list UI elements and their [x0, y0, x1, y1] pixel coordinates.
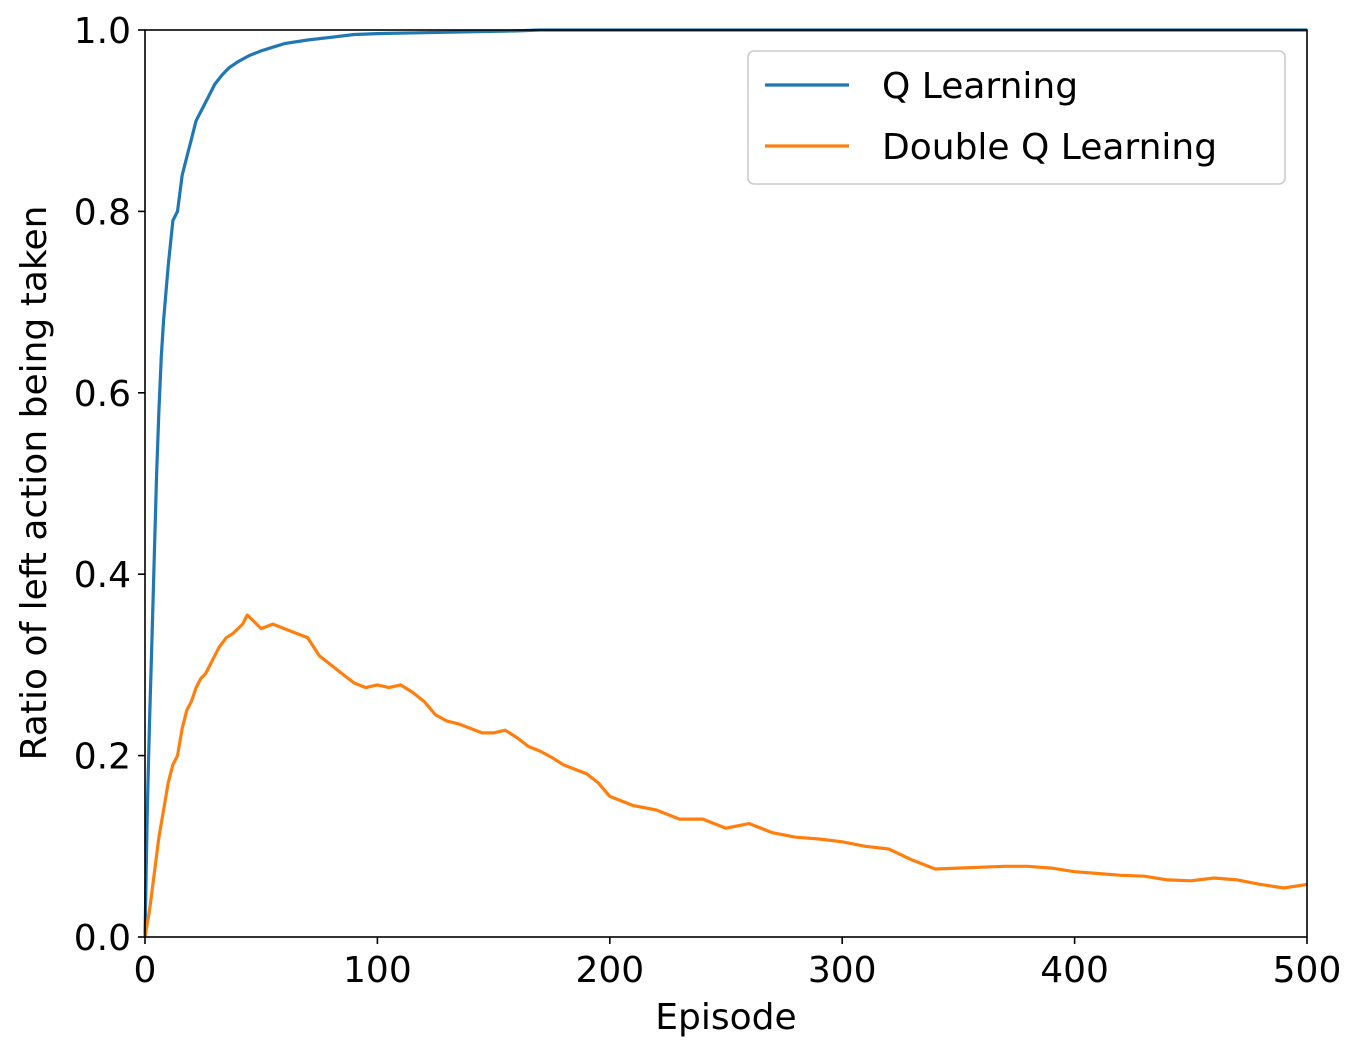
x-tick-label: 300 [808, 950, 877, 991]
plot-frame [144, 29, 1308, 938]
x-tick-label: 200 [575, 950, 644, 991]
series-layer [143, 28, 1308, 938]
x-tick-label: 0 [134, 950, 157, 991]
series-line-q-learning [143, 28, 1307, 938]
legend-label-q-learning: Q Learning [882, 66, 1078, 107]
series-line-double-q-learning [143, 613, 1308, 938]
legend-label-double-q-learning: Double Q Learning [882, 127, 1217, 168]
y-tick-label: 0.4 [74, 555, 131, 596]
y-tick-label: 0.2 [74, 737, 131, 778]
x-axis-label: Episode [655, 997, 796, 1038]
y-tick-label: 0.8 [74, 192, 131, 233]
y-tick-label: 0.6 [74, 374, 131, 415]
y-tick-label: 1.0 [74, 11, 131, 52]
x-tick-label: 400 [1040, 950, 1109, 991]
legend-box [747, 50, 1286, 185]
x-tick-label: 100 [343, 950, 412, 991]
legend: Q Learning Double Q Learning [747, 50, 1286, 185]
y-axis: 0.0 0.2 0.4 0.6 0.8 1.0 [74, 11, 145, 959]
y-tick-label: 0.0 [74, 918, 131, 959]
x-axis: 0 100 200 300 400 500 [134, 937, 1342, 991]
x-tick-label: 500 [1273, 950, 1342, 991]
y-axis-label: Ratio of left action being taken [14, 206, 55, 761]
